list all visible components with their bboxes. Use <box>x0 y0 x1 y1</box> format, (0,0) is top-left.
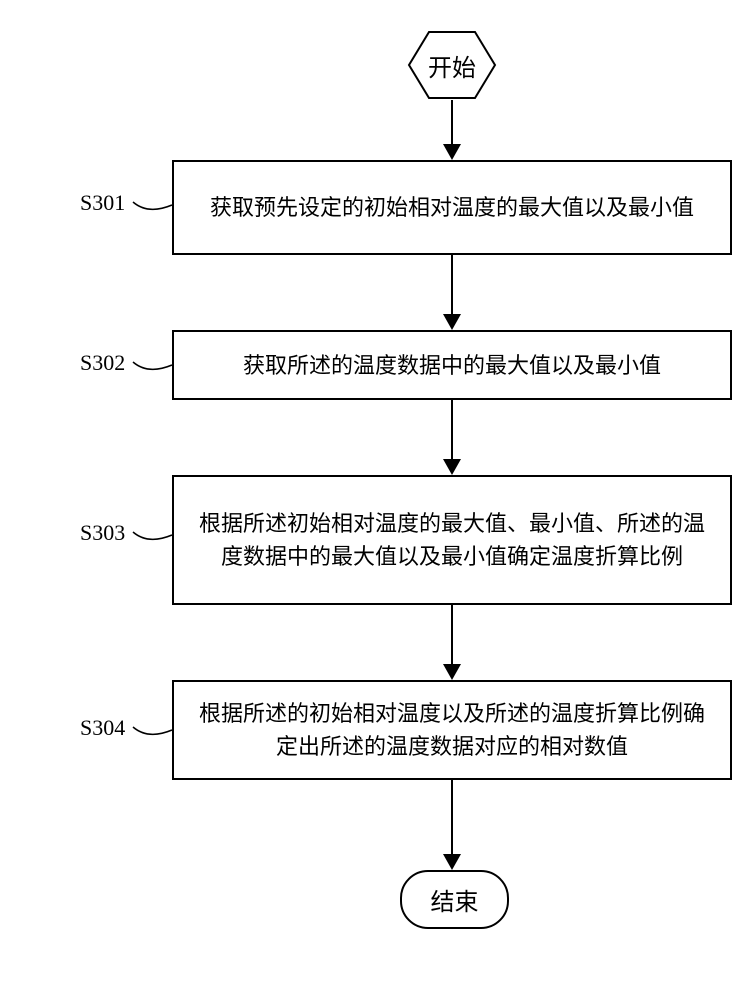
flowchart-container: 开始 获取预先设定的初始相对温度的最大值以及最小值 S301 获取所述的温度数据… <box>0 0 736 1000</box>
step-box-s304: 根据所述的初始相对温度以及所述的温度折算比例确定出所述的温度数据对应的相对数值 <box>172 680 732 780</box>
step-box-s303: 根据所述初始相对温度的最大值、最小值、所述的温度数据中的最大值以及最小值确定温度… <box>172 475 732 605</box>
step-label-s301: S301 <box>80 190 125 216</box>
step-box-s301: 获取预先设定的初始相对温度的最大值以及最小值 <box>172 160 732 255</box>
label-connector-s304 <box>128 715 173 745</box>
end-label: 结束 <box>431 882 479 917</box>
step-label-s304: S304 <box>80 715 125 741</box>
arrowhead-3 <box>443 664 461 680</box>
step-text-s301: 获取预先设定的初始相对温度的最大值以及最小值 <box>210 191 694 224</box>
end-node: 结束 <box>400 870 509 929</box>
arrowhead-1 <box>443 314 461 330</box>
label-connector-s301 <box>128 190 173 220</box>
arrowhead-0 <box>443 144 461 160</box>
step-text-s304: 根据所述的初始相对温度以及所述的温度折算比例确定出所述的温度数据对应的相对数值 <box>194 697 710 763</box>
arrow-4 <box>451 780 453 854</box>
start-node: 开始 <box>407 30 497 100</box>
label-connector-s303 <box>128 520 173 550</box>
arrowhead-2 <box>443 459 461 475</box>
label-connector-s302 <box>128 350 173 380</box>
step-text-s302: 获取所述的温度数据中的最大值以及最小值 <box>243 349 661 382</box>
arrow-1 <box>451 255 453 314</box>
arrow-3 <box>451 605 453 664</box>
step-label-s302: S302 <box>80 350 125 376</box>
start-label: 开始 <box>407 30 497 100</box>
arrowhead-4 <box>443 854 461 870</box>
arrow-0 <box>451 100 453 144</box>
arrow-2 <box>451 400 453 459</box>
step-box-s302: 获取所述的温度数据中的最大值以及最小值 <box>172 330 732 400</box>
step-label-s303: S303 <box>80 520 125 546</box>
step-text-s303: 根据所述初始相对温度的最大值、最小值、所述的温度数据中的最大值以及最小值确定温度… <box>194 507 710 573</box>
